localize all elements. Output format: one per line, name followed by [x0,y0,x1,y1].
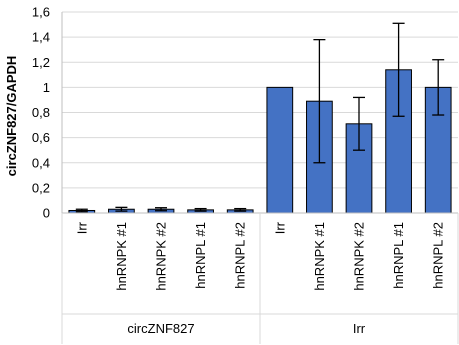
x-tick-label: Irr [74,221,89,234]
group-label: circZNF827 [127,321,194,336]
gridlines [62,11,458,189]
y-tick-label: 0 [43,206,50,221]
bars [68,69,452,214]
x-tick-label: hnRNPK #1 [312,222,327,291]
y-tick-label: 0,2 [32,180,50,195]
x-tick-label: Irr [272,221,287,234]
y-tick-label: 1,6 [32,5,50,20]
bar [266,86,294,214]
y-axis-label: circZNF827/GAPDH [4,56,19,177]
x-tick-label: hnRNPL #2 [233,222,248,289]
x-tick-label: hnRNPL #1 [391,222,406,289]
x-tick-label: hnRNPL #1 [193,222,208,289]
y-tick-label: 0,8 [32,105,50,120]
y-axis: 0 0,2 0,4 0,6 0,8 1 1,2 1,4 1,6 [32,5,63,221]
x-tick-label: hnRNPL #2 [431,222,446,289]
error-bars [75,22,445,213]
y-tick-label: 0,6 [32,130,50,145]
y-tick-label: 1,2 [32,55,50,70]
group-label: Irr [353,321,366,336]
x-tick-label: hnRNPK #1 [114,222,129,291]
x-axis: Irr hnRNPK #1 hnRNPK #2 hnRNPL #1 hnRNPL #2 I… [61,212,459,344]
y-tick-label: 1 [43,80,50,95]
x-tick-label: hnRNPK #2 [352,222,367,291]
y-tick-label: 1,4 [32,30,50,45]
y-tick-label: 0,4 [32,155,50,170]
x-tick-label: hnRNPK #2 [154,222,169,291]
